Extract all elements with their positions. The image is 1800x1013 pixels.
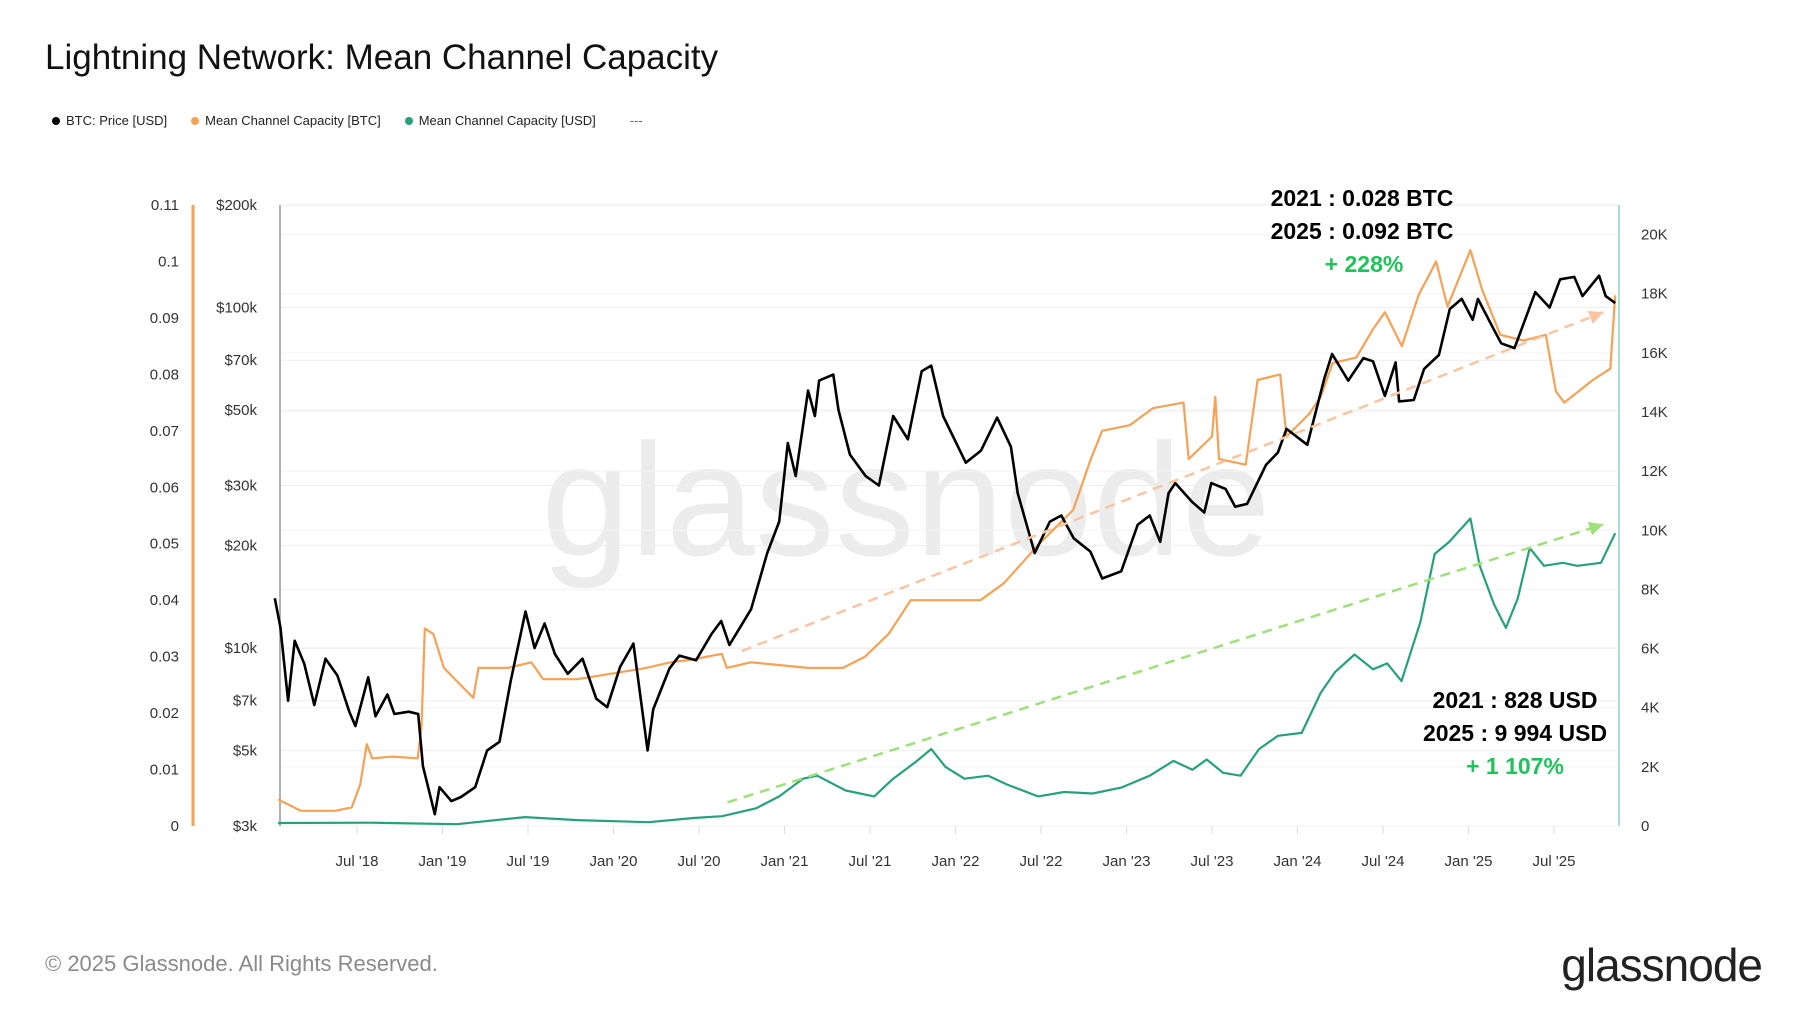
- price-tick-label: $7k: [233, 693, 258, 710]
- legend-dot-icon: [404, 116, 413, 125]
- usd-tick-label: 4K: [1641, 700, 1659, 717]
- usd-tick-label: 0: [1641, 818, 1649, 835]
- x-tick-label: Jan '21: [761, 853, 809, 870]
- usd-tick-label: 8K: [1641, 581, 1659, 598]
- glassnode-logo: glassnode: [1561, 939, 1763, 991]
- usd-tick-label: 6K: [1641, 641, 1659, 658]
- btc-tick-label: 0.03: [150, 649, 179, 666]
- annotation-usd-2021: 2021 : 828 USD: [1433, 687, 1598, 713]
- series-line-price: [273, 274, 1616, 816]
- price-tick-label: $5k: [233, 742, 258, 759]
- x-tick-label: Jan '24: [1274, 853, 1322, 870]
- annotation-btc: 2021 : 0.028 BTC 2025 : 0.092 BTC + 228%: [1271, 185, 1454, 277]
- x-tick-label: Jul '24: [1362, 853, 1405, 870]
- series-line-usd: [278, 517, 1617, 826]
- x-tick-label: Jul '18: [336, 853, 379, 870]
- legend-label: BTC: Price [USD]: [66, 113, 168, 128]
- usd-tick-label: 16K: [1641, 345, 1668, 362]
- price-tick-label: $20k: [224, 537, 257, 554]
- btc-tick-label: 0: [171, 818, 179, 835]
- trend-arrow-btc: [741, 311, 1604, 653]
- arrowhead-icon: [1587, 310, 1604, 324]
- annotation-usd: 2021 : 828 USD 2025 : 9 994 USD + 1 107%: [1423, 687, 1607, 779]
- series-lines: [273, 249, 1617, 826]
- btc-tick-label: 0.04: [150, 592, 179, 609]
- legend-dot-icon: [52, 116, 60, 125]
- annotation-btc-change: + 228%: [1325, 251, 1404, 277]
- price-tick-label: $50k: [224, 402, 257, 419]
- legend-dot-icon: [191, 116, 200, 125]
- btc-tick-label: 0.06: [150, 479, 179, 496]
- gridlines: [280, 204, 1619, 827]
- chart-title: Lightning Network: Mean Channel Capacity: [45, 38, 719, 77]
- x-tick-label: Jul '20: [678, 853, 721, 870]
- annotation-usd-2025: 2025 : 9 994 USD: [1423, 720, 1607, 746]
- legend-item-btc-price[interactable]: BTC: Price [USD]: [52, 113, 167, 128]
- legend: BTC: Price [USD] Mean Channel Capacity […: [52, 113, 667, 128]
- legend-item-capacity-btc[interactable]: Mean Channel Capacity [BTC]: [191, 113, 381, 128]
- trend-arrow-usd: [727, 523, 1604, 804]
- x-tick-label: Jul '21: [849, 853, 892, 870]
- usd-tick-label: 10K: [1641, 522, 1668, 539]
- x-tick-label: Jan '19: [419, 853, 467, 870]
- btc-tick-label: 0.02: [150, 705, 179, 722]
- btc-tick-label: 0.07: [150, 423, 179, 440]
- price-tick-label: $30k: [224, 478, 257, 495]
- legend-label: Mean Channel Capacity [USD]: [418, 113, 596, 128]
- x-tick-label: Jul '25: [1533, 853, 1576, 870]
- legend-item-capacity-usd[interactable]: Mean Channel Capacity [USD]: [404, 113, 596, 128]
- x-tick-label: Jul '23: [1191, 853, 1234, 870]
- x-tick-label: Jul '22: [1020, 853, 1063, 870]
- btc-tick-label: 0.05: [150, 536, 179, 553]
- price-tick-label: $10k: [224, 640, 257, 657]
- legend-label: ---: [629, 113, 643, 128]
- legend-label: Mean Channel Capacity [BTC]: [205, 113, 381, 128]
- price-tick-label: $200k: [216, 197, 257, 214]
- btc-tick-label: 0.09: [150, 310, 179, 327]
- usd-tick-label: 14K: [1641, 404, 1668, 421]
- series-line-btc: [277, 249, 1617, 812]
- usd-tick-label: 18K: [1641, 286, 1668, 303]
- arrowhead-icon: [1587, 521, 1604, 536]
- annotation-btc-2021: 2021 : 0.028 BTC: [1271, 185, 1454, 211]
- usd-tick-label: 12K: [1641, 463, 1668, 480]
- x-tick-label: Jan '23: [1103, 853, 1151, 870]
- annotation-usd-change: + 1 107%: [1466, 753, 1564, 779]
- usd-tick-label: 2K: [1641, 759, 1659, 776]
- axes: $3k $5k $7k $10k $20k $30k $50k $70k $100k $200k 0…: [150, 197, 1668, 870]
- btc-tick-label: 0.08: [150, 366, 179, 383]
- price-tick-label: $70k: [224, 352, 257, 369]
- price-tick-label: $100k: [216, 299, 257, 316]
- btc-tick-label: 0.11: [151, 197, 179, 214]
- price-tick-label: $3k: [233, 818, 258, 835]
- btc-tick-label: 0.01: [150, 762, 179, 779]
- usd-tick-label: 20K: [1641, 227, 1668, 244]
- x-tick-label: Jan '22: [932, 853, 980, 870]
- x-tick-label: Jul '19: [507, 853, 550, 870]
- copyright: © 2025 Glassnode. All Rights Reserved.: [45, 951, 438, 976]
- x-tick-label: Jan '20: [590, 853, 638, 870]
- btc-tick-label: 0.1: [158, 253, 179, 270]
- legend-item-extra[interactable]: ---: [630, 113, 643, 128]
- watermark: glassnode: [541, 410, 1270, 589]
- annotation-btc-2025: 2025 : 0.092 BTC: [1271, 218, 1454, 244]
- x-tick-label: Jan '25: [1445, 853, 1493, 870]
- trend-arrows: [727, 310, 1604, 804]
